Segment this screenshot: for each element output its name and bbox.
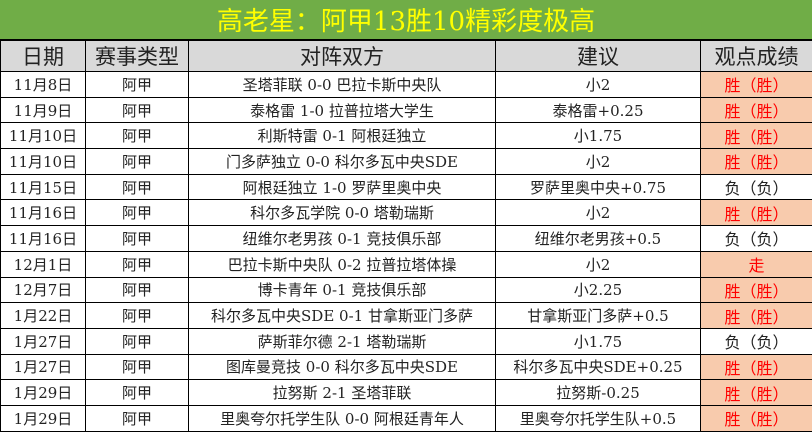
tip-cell: 拉努斯-0.25 <box>496 380 701 406</box>
league-cell: 阿甲 <box>86 303 189 329</box>
tip-cell: 小2.25 <box>496 277 701 303</box>
result-cell: 胜（胜） <box>701 97 812 123</box>
header-date: 日期 <box>1 41 86 72</box>
result-cell: 负（负） <box>701 226 812 252</box>
match-cell: 阿根廷独立 1-0 罗萨里奥中央 <box>189 174 496 200</box>
tip-cell: 小2 <box>496 72 701 98</box>
result-cell: 走 <box>701 251 812 277</box>
tip-cell: 小2 <box>496 200 701 226</box>
tip-cell: 里奥夸尔托学生队+0.5 <box>496 405 701 431</box>
date-cell: 11月10日 <box>1 149 86 175</box>
tip-cell: 甘拿斯亚门多萨+0.5 <box>496 303 701 329</box>
date-cell: 1月22日 <box>1 303 86 329</box>
sheet-title: 高老星：阿甲13胜10精彩度极高 <box>0 0 812 40</box>
date-cell: 1月27日 <box>1 328 86 354</box>
results-table: 日期 赛事类型 对阵双方 建议 观点成绩 11月8日阿甲圣塔菲联 0-0 巴拉卡… <box>0 40 812 432</box>
tip-cell: 纽维尔老男孩+0.5 <box>496 226 701 252</box>
match-cell: 科尔多瓦学院 0-0 塔勒瑞斯 <box>189 200 496 226</box>
match-cell: 科尔多瓦中央SDE 0-1 甘拿斯亚门多萨 <box>189 303 496 329</box>
match-cell: 利斯特雷 0-1 阿根廷独立 <box>189 123 496 149</box>
tip-cell: 科尔多瓦中央SDE+0.25 <box>496 354 701 380</box>
result-cell: 胜（胜） <box>701 277 812 303</box>
date-cell: 11月16日 <box>1 200 86 226</box>
result-cell: 胜（胜） <box>701 380 812 406</box>
header-tip: 建议 <box>496 41 701 72</box>
league-cell: 阿甲 <box>86 72 189 98</box>
league-cell: 阿甲 <box>86 200 189 226</box>
match-cell: 里奥夸尔托学生队 0-0 阿根廷青年人 <box>189 405 496 431</box>
result-cell: 胜（胜） <box>701 123 812 149</box>
league-cell: 阿甲 <box>86 149 189 175</box>
league-cell: 阿甲 <box>86 277 189 303</box>
date-cell: 1月29日 <box>1 405 86 431</box>
league-cell: 阿甲 <box>86 405 189 431</box>
result-cell: 胜（胜） <box>701 303 812 329</box>
league-cell: 阿甲 <box>86 123 189 149</box>
date-cell: 11月16日 <box>1 226 86 252</box>
tip-cell: 泰格雷+0.25 <box>496 97 701 123</box>
result-cell: 胜（胜） <box>701 200 812 226</box>
result-cell: 胜（胜） <box>701 72 812 98</box>
date-cell: 11月10日 <box>1 123 86 149</box>
header-match: 对阵双方 <box>189 41 496 72</box>
league-cell: 阿甲 <box>86 328 189 354</box>
match-cell: 纽维尔老男孩 0-1 竞技俱乐部 <box>189 226 496 252</box>
result-cell: 胜（胜） <box>701 405 812 431</box>
match-cell: 萨斯菲尔德 2-1 塔勒瑞斯 <box>189 328 496 354</box>
header-league: 赛事类型 <box>86 41 189 72</box>
tip-cell: 小2 <box>496 149 701 175</box>
league-cell: 阿甲 <box>86 174 189 200</box>
league-cell: 阿甲 <box>86 226 189 252</box>
league-cell: 阿甲 <box>86 380 189 406</box>
match-cell: 巴拉卡斯中央队 0-2 拉普拉塔体操 <box>189 251 496 277</box>
date-cell: 11月9日 <box>1 97 86 123</box>
match-cell: 门多萨独立 0-0 科尔多瓦中央SDE <box>189 149 496 175</box>
league-cell: 阿甲 <box>86 354 189 380</box>
league-cell: 阿甲 <box>86 251 189 277</box>
date-cell: 12月7日 <box>1 277 86 303</box>
result-cell: 胜（胜） <box>701 149 812 175</box>
date-cell: 1月29日 <box>1 380 86 406</box>
tip-cell: 小1.75 <box>496 123 701 149</box>
date-cell: 1月27日 <box>1 354 86 380</box>
tip-cell: 小1.75 <box>496 328 701 354</box>
result-cell: 胜（胜） <box>701 354 812 380</box>
date-cell: 11月8日 <box>1 72 86 98</box>
match-cell: 泰格雷 1-0 拉普拉塔大学生 <box>189 97 496 123</box>
result-cell: 负（负） <box>701 328 812 354</box>
header-row: 日期 赛事类型 对阵双方 建议 观点成绩 <box>1 41 812 72</box>
match-cell: 图库曼竞技 0-0 科尔多瓦中央SDE <box>189 354 496 380</box>
header-result: 观点成绩 <box>701 41 812 72</box>
tip-cell: 小2 <box>496 251 701 277</box>
league-cell: 阿甲 <box>86 97 189 123</box>
match-cell: 博卡青年 0-1 竞技俱乐部 <box>189 277 496 303</box>
date-cell: 11月15日 <box>1 174 86 200</box>
date-cell: 12月1日 <box>1 251 86 277</box>
tip-cell: 罗萨里奥中央+0.75 <box>496 174 701 200</box>
match-cell: 圣塔菲联 0-0 巴拉卡斯中央队 <box>189 72 496 98</box>
result-cell: 负（负） <box>701 174 812 200</box>
match-cell: 拉努斯 2-1 圣塔菲联 <box>189 380 496 406</box>
